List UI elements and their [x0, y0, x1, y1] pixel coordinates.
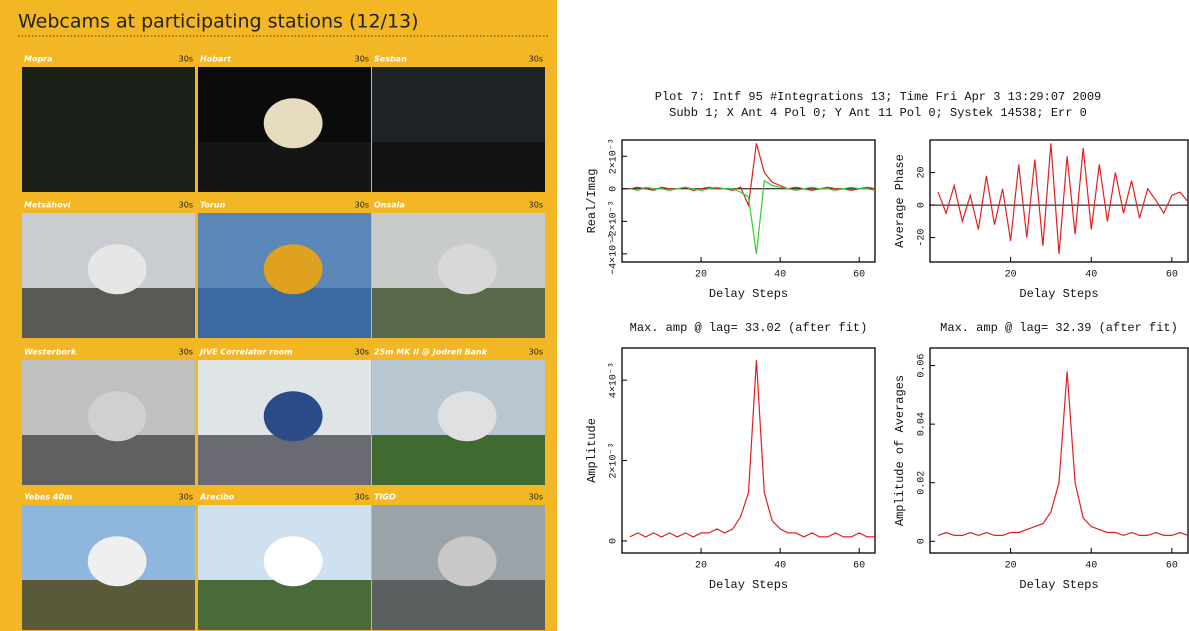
refresh-interval: 30s — [355, 348, 369, 357]
x-tick-label: 60 — [853, 270, 865, 281]
y-tick-label: -20 — [917, 229, 928, 247]
x-tick-label: 60 — [1166, 561, 1178, 572]
webcam-ground — [372, 580, 545, 630]
antenna — [263, 391, 323, 442]
y-tick-label: 2×10⁻³ — [609, 138, 620, 174]
axes-box — [621, 347, 876, 554]
x-tick-label: 40 — [774, 561, 786, 572]
plot-area — [557, 0, 1189, 631]
x-axis-label: Delay Steps — [709, 578, 788, 592]
y-tick-label: 0 — [609, 538, 620, 544]
antenna — [437, 244, 497, 295]
axes-box — [929, 347, 1189, 554]
camera-name: Yebes 40m — [24, 493, 72, 502]
webcam-ground — [198, 288, 371, 338]
y-tick-label: −2×10⁻³ — [609, 200, 620, 242]
x-tick-label: 60 — [1166, 270, 1178, 281]
axes-box — [621, 139, 876, 263]
webcam-ground — [372, 288, 545, 338]
plot-title: Plot 7: Intf 95 #Integrations 13; Time F… — [655, 90, 1101, 104]
refresh-interval: 30s — [179, 493, 193, 502]
x-tick-label: 60 — [853, 561, 865, 572]
antenna — [87, 536, 147, 587]
y-axis-label: Real/Imag — [585, 169, 599, 234]
x-axis-label: Delay Steps — [1019, 287, 1098, 301]
data-line — [629, 143, 876, 208]
x-axis-label: Delay Steps — [1019, 578, 1098, 592]
panel-title: Webcams at participating stations (12/13… — [18, 11, 419, 33]
camera-name: Hobart — [200, 55, 232, 64]
y-tick-label: 0.04 — [917, 412, 928, 436]
refresh-interval: 30s — [179, 201, 193, 210]
x-tick-label: 20 — [1005, 270, 1017, 281]
y-tick-label: 0 — [917, 538, 928, 544]
y-tick-label: 4×10⁻³ — [609, 362, 620, 398]
x-axis-label: Delay Steps — [709, 287, 788, 301]
refresh-interval: 30s — [355, 493, 369, 502]
y-tick-label: 0 — [609, 186, 620, 192]
camera-name: Mopra — [24, 55, 53, 64]
x-tick-label: 40 — [1085, 561, 1097, 572]
refresh-interval: 30s — [179, 55, 193, 64]
webcam-ground — [198, 435, 371, 485]
refresh-interval: 30s — [355, 55, 369, 64]
webcam-ground — [372, 435, 545, 485]
plots: 20 40 60 2×10⁻³ 0 −2×10⁻³−4×10⁻³ Delay Steps Re… — [585, 138, 1189, 592]
refresh-interval: 30s — [529, 201, 543, 210]
webcam-ground — [198, 142, 371, 192]
refresh-interval: 30s — [529, 493, 543, 502]
x-tick-label: 20 — [695, 270, 707, 281]
camera-name: Westerbork — [24, 348, 77, 357]
y-tick-label: 0.06 — [917, 354, 928, 378]
x-tick-label: 20 — [1005, 561, 1017, 572]
refresh-interval: 30s — [529, 55, 543, 64]
data-line — [629, 179, 876, 254]
antenna — [437, 536, 497, 587]
camera-name: Metsähovi — [24, 201, 71, 210]
camera-name: 25m MK II @ Jodrell Bank — [374, 348, 488, 357]
panel-title: Max. amp @ lag= 32.39 (after fit) — [940, 321, 1178, 335]
data-line — [629, 360, 875, 538]
webcam-ground — [198, 580, 371, 630]
y-tick-label: 20 — [917, 167, 928, 179]
y-tick-label: 2×10⁻³ — [609, 443, 620, 479]
antenna — [87, 391, 147, 442]
webcam-grid: Mopra 30s Hobart 30s Sesban 30s Metsähovi 30s To… — [22, 55, 545, 630]
panel-title: Max. amp @ lag= 33.02 (after fit) — [630, 321, 868, 335]
antenna — [437, 391, 497, 442]
webcam-ground — [22, 288, 195, 338]
plot-subtitle: Subb 1; X Ant 4 Pol 0; Y Ant 11 Pol 0; S… — [669, 106, 1087, 120]
x-tick-label: 40 — [774, 270, 786, 281]
camera-name: Arecibo — [199, 493, 235, 502]
antenna — [263, 536, 323, 587]
y-axis-label: Average Phase — [893, 154, 907, 248]
camera-name: JIVE Correlator room — [198, 348, 293, 357]
webcam-ground — [22, 435, 195, 485]
y-axis-label: Amplitude — [585, 418, 599, 483]
webcam-ground — [372, 142, 545, 192]
webcam-ground — [22, 142, 195, 192]
antenna — [87, 244, 147, 295]
antenna — [263, 244, 323, 295]
y-tick-label: 0 — [917, 202, 928, 208]
antenna — [263, 98, 323, 149]
webcam-ground — [22, 580, 195, 630]
x-tick-label: 20 — [695, 561, 707, 572]
y-axis-label: Amplitude of Averages — [893, 375, 907, 526]
data-line — [937, 143, 1189, 254]
x-tick-label: 40 — [1085, 270, 1097, 281]
y-tick-label: 0.02 — [917, 471, 928, 495]
camera-name: TIGO — [374, 493, 396, 502]
camera-name: Torun — [200, 201, 226, 210]
camera-name: Onsala — [374, 201, 405, 210]
refresh-interval: 30s — [529, 348, 543, 357]
refresh-interval: 30s — [355, 201, 369, 210]
refresh-interval: 30s — [179, 348, 193, 357]
camera-name: Sesban — [374, 55, 407, 64]
y-tick-label: −4×10⁻³ — [609, 233, 620, 275]
data-line — [937, 371, 1189, 537]
